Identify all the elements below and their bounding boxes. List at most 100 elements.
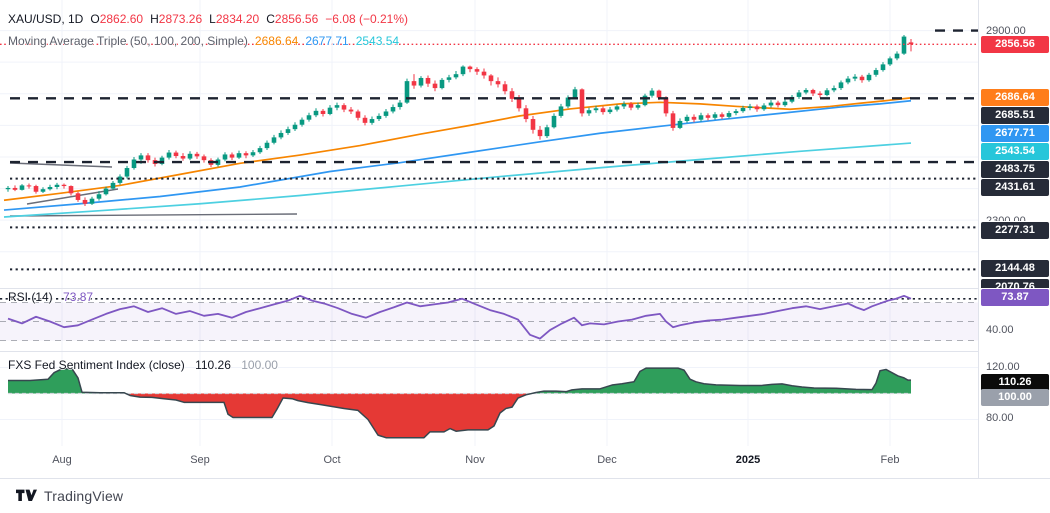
trendlines[interactable] <box>9 162 298 217</box>
ma-value: 2543.54 <box>355 34 400 48</box>
candle <box>355 111 361 118</box>
candle <box>124 168 130 177</box>
price-axis-label: 80.00 <box>986 411 1014 424</box>
candle <box>488 75 494 82</box>
price-axis-badge: 2686.64 <box>981 88 1049 106</box>
symbol-title[interactable]: XAU/USD, 1D <box>8 12 84 26</box>
candle <box>593 108 599 111</box>
candle <box>390 107 396 112</box>
candle <box>642 95 648 106</box>
candle <box>5 187 11 190</box>
candle <box>782 101 788 106</box>
candle <box>712 114 718 118</box>
candle <box>495 81 501 85</box>
legend-fxs: FXS Fed Sentiment Index (close) 110.26 1… <box>8 357 278 373</box>
candle <box>383 111 389 116</box>
tradingview-watermark[interactable]: TradingView <box>16 485 123 507</box>
time-axis-label: Oct <box>323 454 341 466</box>
candle <box>271 137 277 143</box>
candle <box>684 116 690 121</box>
price-axis-badge: 2144.48 <box>981 259 1049 277</box>
candle <box>215 159 221 165</box>
ma-value: 2686.64 <box>254 34 299 48</box>
candle <box>194 153 200 157</box>
fxs-baseline-value: 100.00 <box>241 358 278 372</box>
candle <box>229 154 235 158</box>
candle <box>887 58 893 65</box>
candle <box>467 66 473 70</box>
ohlc-label: L <box>209 12 216 26</box>
candle <box>894 53 900 59</box>
candle <box>110 182 116 189</box>
time-axis[interactable]: Aug Sep Oct Nov Dec 2025 Feb <box>0 446 978 478</box>
candle <box>740 107 746 112</box>
candle <box>166 152 172 158</box>
candle <box>19 185 25 190</box>
candle <box>747 106 753 108</box>
candle <box>607 109 613 113</box>
candle <box>824 90 830 96</box>
candle <box>621 103 627 107</box>
candle <box>656 90 662 98</box>
candle <box>61 184 67 187</box>
candle <box>845 78 851 83</box>
candle <box>446 77 452 80</box>
time-axis-label: Feb <box>880 454 900 466</box>
candle <box>82 199 88 204</box>
price-axis-badge: 100.00 <box>981 388 1049 406</box>
candle <box>320 110 326 114</box>
time-axis-label: Sep <box>190 454 210 466</box>
candle <box>299 119 305 125</box>
rsi-indicator-title[interactable]: RSI (14) <box>8 290 53 304</box>
candle <box>831 88 837 91</box>
candle <box>54 184 60 187</box>
ma-values: 2686.64 2677.71 2543.54 <box>248 34 399 48</box>
candle <box>145 155 151 161</box>
candle <box>334 105 340 108</box>
ohlc-label: C <box>266 12 275 26</box>
candle <box>453 74 459 78</box>
candle <box>236 153 242 158</box>
ma-legend-row: Moving Average Triple (50, 100, 200, Sim… <box>8 30 408 52</box>
ohlc-value: 2834.20 <box>215 12 260 26</box>
symbol-legend-row: XAU/USD, 1D O2862.60 H2873.26 L2834.20 C2856… <box>8 8 408 30</box>
candle <box>509 91 515 99</box>
candle <box>663 97 669 114</box>
candle <box>586 110 592 114</box>
price-axis-badge: 2277.31 <box>981 221 1049 239</box>
candle <box>873 70 879 75</box>
candle <box>530 119 536 130</box>
candle <box>285 129 291 133</box>
ohlc-value: 2862.60 <box>99 12 144 26</box>
candle <box>719 114 725 117</box>
candle <box>698 115 704 120</box>
candle <box>138 155 144 160</box>
candle <box>264 142 270 149</box>
candle <box>614 106 620 110</box>
candle <box>96 194 102 199</box>
legend-rsi: RSI (14) 73.87 <box>8 289 93 305</box>
ohlc-label: O <box>90 12 100 26</box>
fxs-indicator-title[interactable]: FXS Fed Sentiment Index (close) <box>8 358 185 372</box>
horizontal-level-lines[interactable] <box>0 29 978 271</box>
candlestick-series <box>5 34 914 206</box>
price-axis-badge: 110.26 <box>981 373 1049 391</box>
rsi-line <box>7 294 912 340</box>
ohlc-label: H <box>150 12 159 26</box>
candle <box>33 186 39 192</box>
price-axis[interactable]: 2900.00 2856.56 2686.64 2685.51 2677.71 2543.… <box>978 0 1050 478</box>
candle <box>376 115 382 120</box>
moving-average-lines <box>3 97 912 218</box>
ma-line-SMA-200 <box>3 142 912 218</box>
candle <box>131 159 137 169</box>
candle <box>516 98 522 109</box>
price-axis-badge: 2543.54 <box>981 142 1049 160</box>
candle <box>908 42 914 45</box>
ma-value: 2677.71 <box>305 34 349 48</box>
ma-indicator-title[interactable]: Moving Average Triple (50, 100, 200, Sim… <box>8 34 248 48</box>
candle <box>558 106 564 116</box>
candle <box>649 90 655 96</box>
candle <box>369 119 375 123</box>
